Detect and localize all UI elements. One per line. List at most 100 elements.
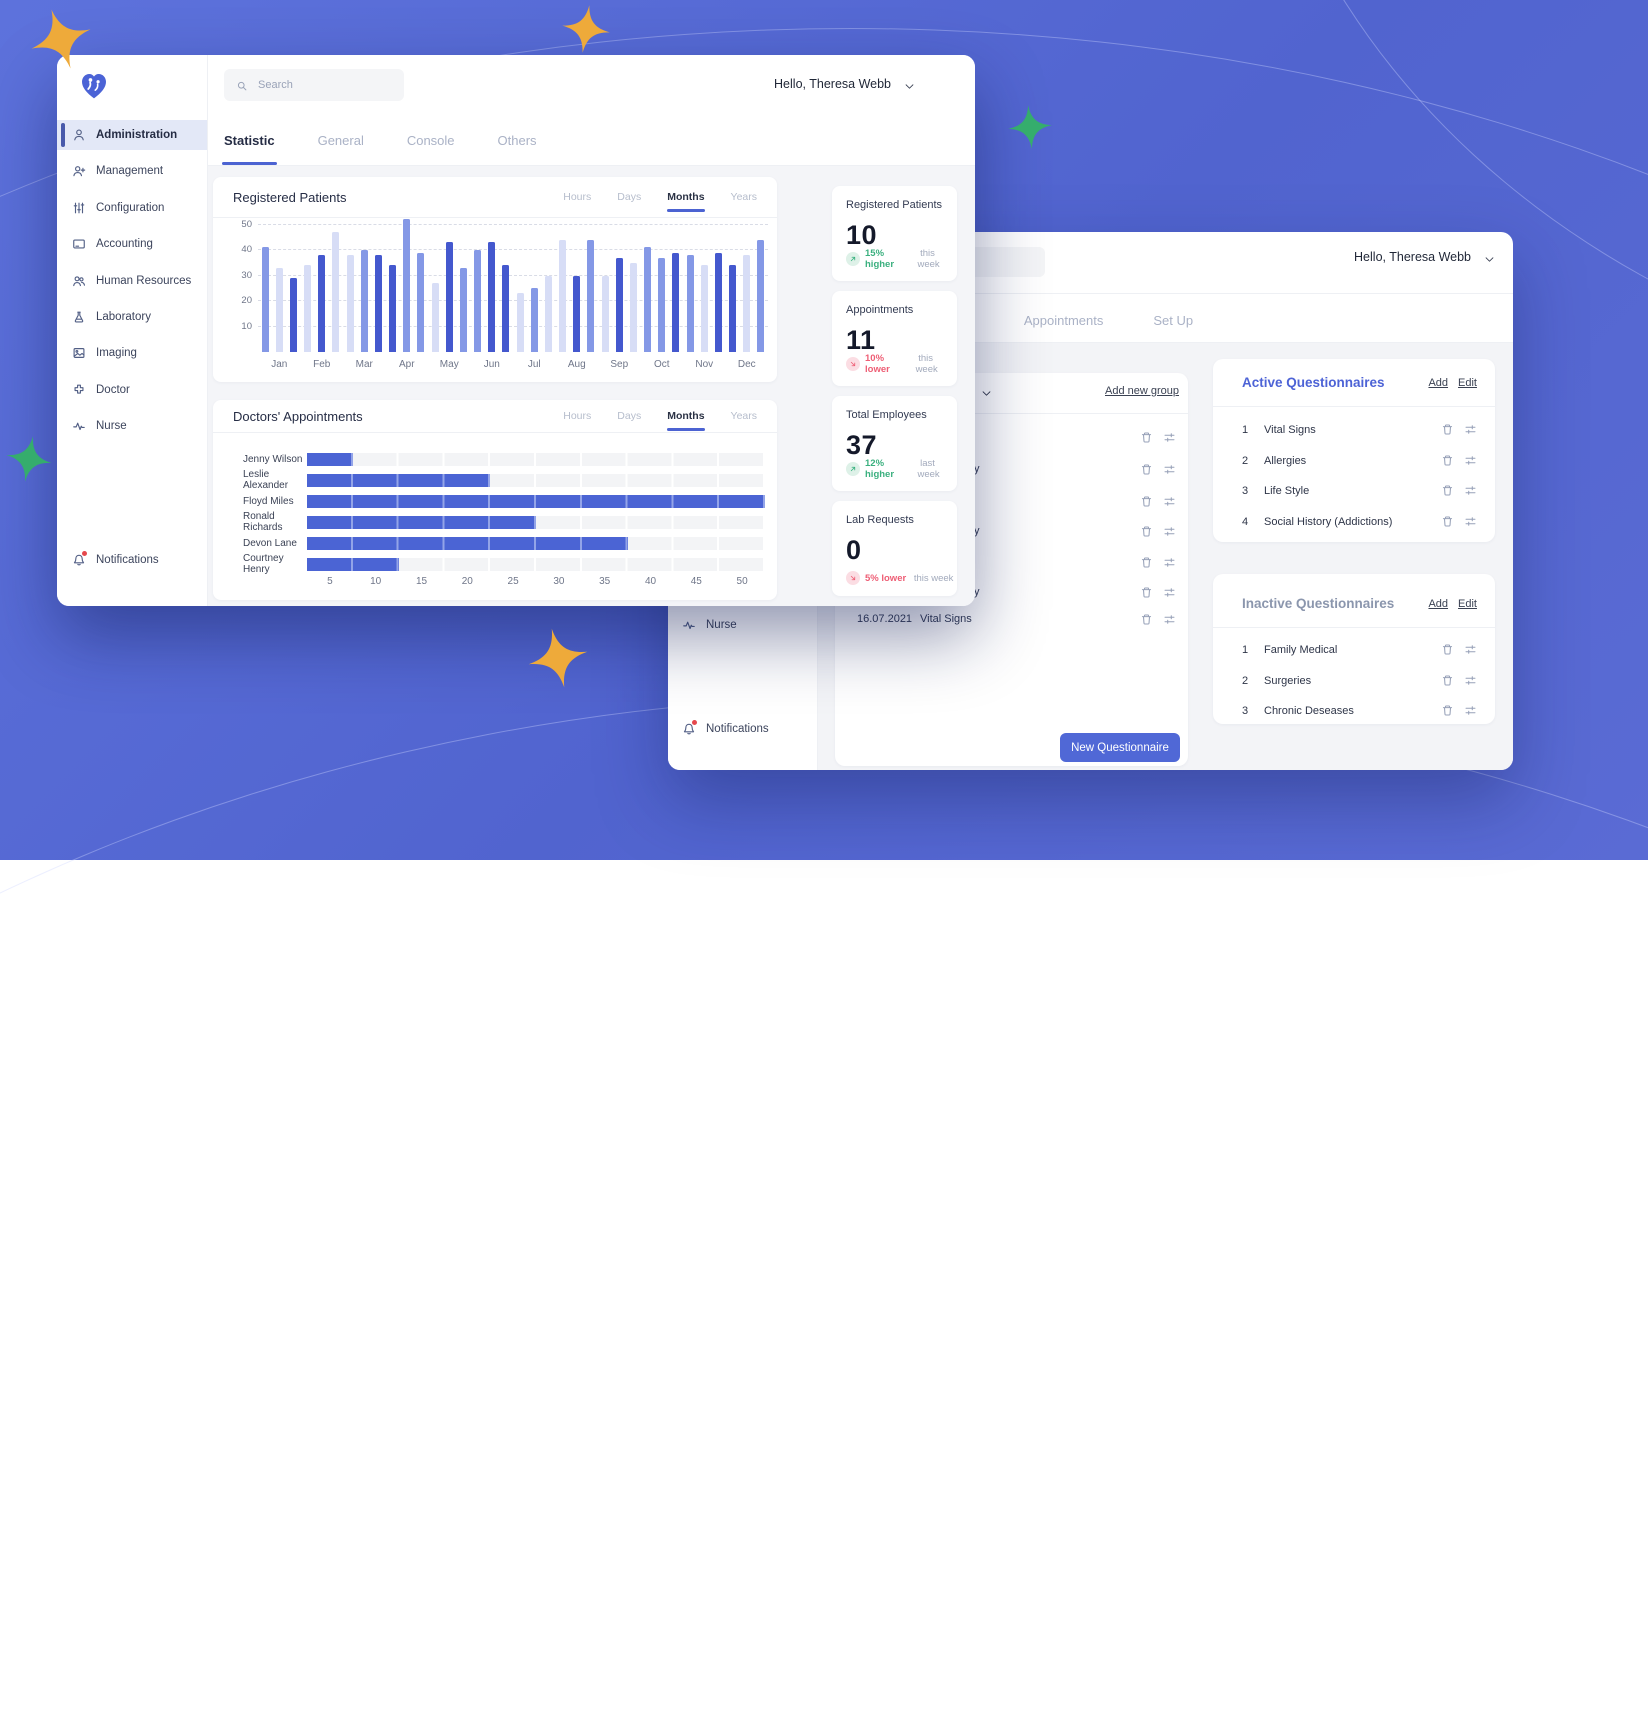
sliders-horizontal-icon[interactable] bbox=[1464, 454, 1477, 467]
add-new-group-link[interactable]: Add new group bbox=[1105, 385, 1179, 397]
sidebar-item-management[interactable]: Management bbox=[57, 156, 207, 186]
trash-icon[interactable] bbox=[1441, 423, 1454, 436]
trash-icon[interactable] bbox=[1140, 586, 1153, 599]
period-days[interactable]: Days bbox=[617, 191, 641, 203]
x-tick-label: 45 bbox=[691, 576, 702, 587]
bar-group-jul bbox=[513, 276, 556, 353]
sliders-horizontal-icon[interactable] bbox=[1163, 495, 1176, 508]
x-tick-label: 25 bbox=[508, 576, 519, 587]
sliders-horizontal-icon[interactable] bbox=[1464, 484, 1477, 497]
x-tick-label: Aug bbox=[556, 359, 599, 370]
tab-set-up[interactable]: Set Up bbox=[1153, 313, 1193, 328]
tab-statistic[interactable]: Statistic bbox=[224, 133, 275, 148]
period-hours[interactable]: Hours bbox=[563, 410, 591, 422]
delta-text: 10% lower bbox=[865, 353, 911, 375]
delta-badge bbox=[846, 462, 860, 476]
period-hours[interactable]: Hours bbox=[563, 191, 591, 203]
bar bbox=[658, 258, 665, 352]
period-months[interactable]: Months bbox=[667, 191, 704, 203]
trash-icon[interactable] bbox=[1441, 643, 1454, 656]
back-sidebar-item-nurse[interactable]: Nurse bbox=[668, 611, 817, 639]
sidebar-item-administration[interactable]: Administration bbox=[57, 120, 207, 150]
row-date: 16.07.2021 bbox=[857, 613, 912, 625]
bar bbox=[488, 242, 495, 352]
inactive-add-link[interactable]: Add bbox=[1428, 598, 1448, 610]
sliders-horizontal-icon[interactable] bbox=[1464, 423, 1477, 436]
sidebar-item-doctor[interactable]: Doctor bbox=[57, 375, 207, 405]
tab-appointments[interactable]: Appointments bbox=[1024, 313, 1104, 328]
registered-patients-header: Registered Patients Hours Days Months Years bbox=[213, 177, 777, 218]
chevron-down-icon[interactable] bbox=[981, 386, 992, 397]
image-icon bbox=[72, 346, 86, 360]
sliders-horizontal-icon[interactable] bbox=[1163, 613, 1176, 626]
bar-group-jun bbox=[471, 242, 514, 352]
trash-icon[interactable] bbox=[1140, 495, 1153, 508]
period-years[interactable]: Years bbox=[731, 410, 757, 422]
stat-value: 37 bbox=[846, 430, 943, 461]
doctor-name: Ronald Richards bbox=[243, 511, 307, 533]
new-questionnaire-button[interactable]: New Questionnaire bbox=[1060, 733, 1180, 762]
tab-console[interactable]: Console bbox=[407, 133, 455, 148]
period-years[interactable]: Years bbox=[731, 191, 757, 203]
sliders-horizontal-icon[interactable] bbox=[1464, 643, 1477, 656]
active-add-link[interactable]: Add bbox=[1428, 377, 1448, 389]
sliders-horizontal-icon[interactable] bbox=[1163, 431, 1176, 444]
back-user-menu[interactable]: Hello, Theresa Webb bbox=[1354, 250, 1495, 264]
sidebar-item-human-resources[interactable]: Human Resources bbox=[57, 266, 207, 296]
x-tick-label: 40 bbox=[645, 576, 656, 587]
stat-value: 10 bbox=[846, 220, 943, 251]
sidebar-item-configuration[interactable]: Configuration bbox=[57, 193, 207, 223]
sliders-horizontal-icon[interactable] bbox=[1464, 704, 1477, 717]
bar bbox=[517, 293, 524, 352]
trash-icon[interactable] bbox=[1140, 556, 1153, 569]
period-days[interactable]: Days bbox=[617, 410, 641, 422]
active-edit-link[interactable]: Edit bbox=[1458, 377, 1477, 389]
sliders-horizontal-icon[interactable] bbox=[1163, 586, 1176, 599]
arrow-down-right-icon bbox=[849, 574, 857, 582]
trash-icon[interactable] bbox=[1441, 704, 1454, 717]
trash-icon[interactable] bbox=[1140, 463, 1153, 476]
sidebar-item-notifications[interactable]: Notifications bbox=[57, 545, 207, 575]
stat-delta: 12% higher last week bbox=[846, 458, 957, 480]
trash-icon[interactable] bbox=[1140, 525, 1153, 538]
bar bbox=[587, 240, 594, 352]
bar bbox=[332, 232, 339, 352]
sliders-horizontal-icon[interactable] bbox=[1163, 525, 1176, 538]
sliders-horizontal-icon[interactable] bbox=[1163, 556, 1176, 569]
trash-icon[interactable] bbox=[1140, 613, 1153, 626]
tab-others[interactable]: Others bbox=[498, 133, 537, 148]
chart-title: Registered Patients bbox=[233, 190, 346, 205]
trash-icon[interactable] bbox=[1441, 454, 1454, 467]
sliders-horizontal-icon[interactable] bbox=[1163, 463, 1176, 476]
bar bbox=[644, 247, 651, 352]
inactive-questionnaires-title: Inactive Questionnaires bbox=[1242, 596, 1394, 611]
sidebar-item-label: Laboratory bbox=[96, 311, 151, 323]
tab-general[interactable]: General bbox=[318, 133, 364, 148]
bar-track bbox=[307, 453, 765, 466]
inactive-edit-link[interactable]: Edit bbox=[1458, 598, 1477, 610]
row-name: Vital Signs bbox=[920, 613, 972, 625]
delta-badge bbox=[846, 571, 860, 585]
search-input[interactable] bbox=[256, 78, 380, 92]
back-sidebar-item-notifications[interactable]: Notifications bbox=[668, 715, 817, 743]
sidebar-item-nurse[interactable]: Nurse bbox=[57, 411, 207, 441]
sliders-horizontal-icon[interactable] bbox=[1464, 515, 1477, 528]
sidebar-item-laboratory[interactable]: Laboratory bbox=[57, 302, 207, 332]
front-user-menu[interactable]: Hello, Theresa Webb bbox=[774, 77, 915, 91]
period-months[interactable]: Months bbox=[667, 410, 704, 422]
trash-icon[interactable] bbox=[1441, 484, 1454, 497]
bar-fill bbox=[307, 558, 399, 571]
sidebar-item-imaging[interactable]: Imaging bbox=[57, 338, 207, 368]
trash-icon[interactable] bbox=[1140, 431, 1153, 444]
back-tabs: EMRAppointmentsSet Up bbox=[945, 313, 1193, 328]
trash-icon[interactable] bbox=[1441, 515, 1454, 528]
trash-icon[interactable] bbox=[1441, 674, 1454, 687]
bar-group-mar bbox=[343, 250, 386, 352]
doctor-row-devon-lane: Devon Lane bbox=[243, 536, 765, 550]
sliders-horizontal-icon[interactable] bbox=[1464, 674, 1477, 687]
sidebar-item-accounting[interactable]: Accounting bbox=[57, 229, 207, 259]
bar bbox=[687, 255, 694, 352]
